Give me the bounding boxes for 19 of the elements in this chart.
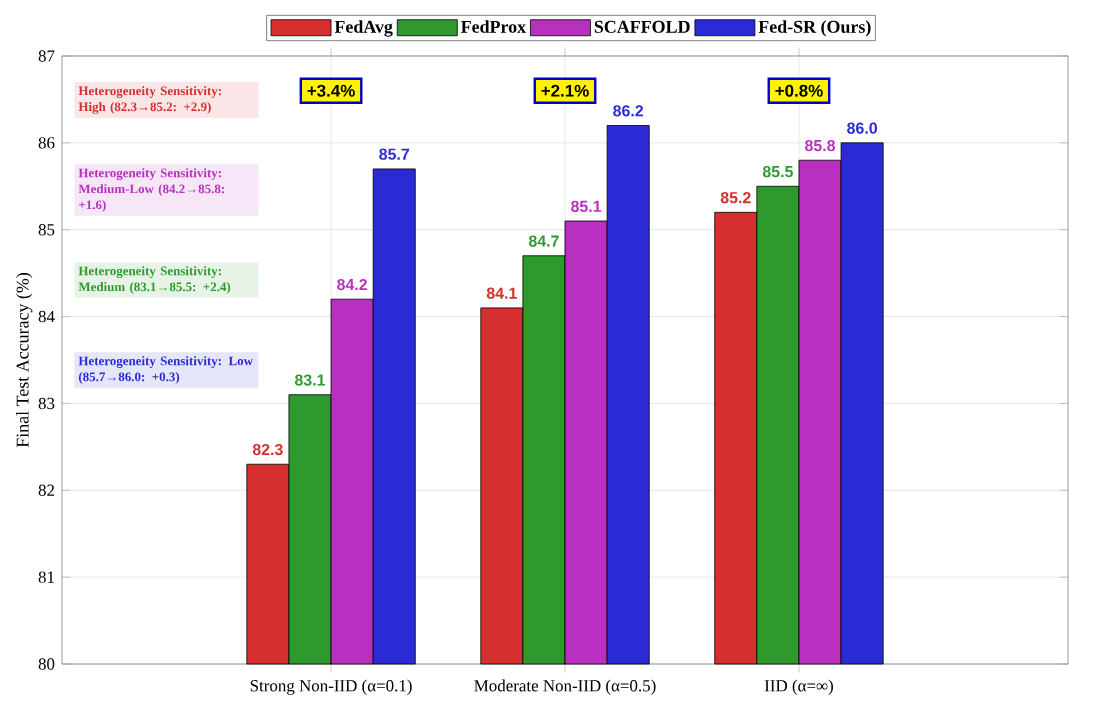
- x-tick-label: Strong Non-IID (α=0.1): [250, 679, 412, 695]
- annotation: +3.4%: [307, 84, 355, 97]
- legend-label: FedAvg: [334, 20, 393, 37]
- y-tick-label: 80: [38, 658, 55, 670]
- y-tick-label: 85: [38, 224, 55, 236]
- legend-label: Fed-SR (Ours): [758, 20, 871, 37]
- x-tick-label: Moderate Non-IID (α=0.5): [474, 679, 656, 695]
- y-tick-label: 84: [38, 310, 55, 323]
- legend-label: FedProx: [460, 20, 526, 33]
- y-tick-label: 86: [38, 137, 55, 149]
- x-tick-label: IID (α=∞): [764, 679, 833, 695]
- y-tick-label: 87: [38, 50, 55, 62]
- y-tick-label: 82: [38, 484, 55, 496]
- annotation: +2.1%: [541, 84, 589, 97]
- legend-label: SCAFFOLD: [594, 20, 690, 33]
- y-axis-title: Final Test Accuracy (%): [16, 273, 33, 448]
- annotation: +0.8%: [775, 84, 823, 97]
- y-tick-label: 81: [38, 571, 54, 583]
- y-tick-label: 83: [38, 397, 55, 410]
